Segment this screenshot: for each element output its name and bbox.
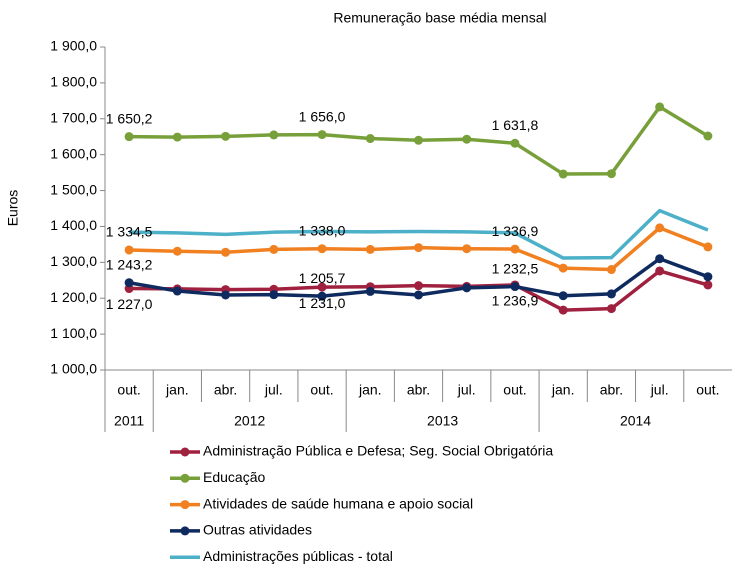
y-tick-label: 1 800,0 bbox=[50, 74, 97, 90]
series-marker bbox=[703, 272, 713, 282]
series-marker bbox=[414, 290, 423, 300]
series-marker bbox=[269, 290, 279, 300]
data-label: 1 243,2 bbox=[106, 256, 153, 272]
x-tick-label: out. bbox=[696, 382, 719, 398]
series-marker bbox=[510, 282, 520, 292]
series-marker bbox=[462, 244, 472, 254]
data-label: 1 338,0 bbox=[299, 222, 346, 238]
x-group-label: 2012 bbox=[234, 413, 265, 429]
x-tick-label: abr. bbox=[600, 382, 623, 398]
x-tick-label: abr. bbox=[214, 382, 237, 398]
x-tick-label: out. bbox=[117, 382, 140, 398]
series-marker bbox=[558, 263, 568, 273]
y-tick-label: 1 100,0 bbox=[50, 325, 97, 341]
series-marker bbox=[365, 244, 375, 254]
series-marker bbox=[703, 280, 713, 290]
series-marker bbox=[365, 286, 375, 296]
legend-marker bbox=[180, 473, 190, 483]
series-marker bbox=[606, 265, 616, 275]
x-tick-label: jan. bbox=[551, 382, 575, 398]
y-tick-label: 1 500,0 bbox=[50, 181, 97, 197]
data-label: 1 227,0 bbox=[106, 296, 153, 312]
x-group-label: 2013 bbox=[427, 413, 458, 429]
chart-title: Remuneração base média mensal bbox=[333, 10, 546, 26]
x-tick-label: jul. bbox=[650, 382, 669, 398]
x-tick-label: out. bbox=[503, 382, 526, 398]
y-tick-label: 1 200,0 bbox=[50, 289, 97, 305]
series-marker bbox=[269, 130, 279, 140]
data-label: 1 205,7 bbox=[299, 270, 346, 286]
x-tick-label: abr. bbox=[407, 382, 430, 398]
series-marker bbox=[124, 245, 134, 255]
y-tick-label: 1 600,0 bbox=[50, 145, 97, 161]
legend-marker bbox=[180, 500, 190, 510]
series-marker bbox=[703, 242, 713, 252]
series-marker bbox=[558, 291, 568, 301]
x-tick-label: jan. bbox=[165, 382, 189, 398]
series-marker bbox=[269, 244, 279, 254]
series-marker bbox=[703, 131, 713, 141]
series-marker bbox=[221, 131, 231, 141]
series-line bbox=[129, 208, 709, 260]
series-marker bbox=[365, 134, 375, 144]
legend-marker bbox=[180, 526, 190, 536]
series-marker bbox=[558, 305, 568, 315]
series-marker bbox=[655, 266, 665, 276]
series-marker bbox=[462, 283, 472, 293]
series-marker bbox=[655, 223, 665, 233]
y-tick-label: 1 000,0 bbox=[50, 361, 97, 377]
y-tick-label: 1 900,0 bbox=[50, 38, 97, 54]
legend-label: Administração Pública e Defesa; Seg. Soc… bbox=[203, 443, 553, 459]
series-marker bbox=[414, 281, 423, 291]
series-marker bbox=[655, 102, 665, 112]
legend-marker bbox=[180, 447, 190, 457]
series-marker bbox=[124, 278, 134, 288]
x-tick-label: jul. bbox=[457, 382, 476, 398]
series-marker bbox=[558, 169, 568, 179]
series-marker bbox=[510, 244, 520, 254]
series-marker bbox=[172, 246, 182, 256]
series-marker bbox=[172, 132, 182, 142]
data-label: 1 650,2 bbox=[106, 110, 153, 126]
data-label: 1 232,5 bbox=[492, 260, 539, 276]
series-marker bbox=[462, 134, 472, 144]
data-label: 1 656,0 bbox=[299, 108, 346, 124]
data-label: 1 336,9 bbox=[492, 223, 539, 239]
series-marker bbox=[655, 254, 665, 264]
series-marker bbox=[414, 135, 423, 145]
data-label: 1 334,5 bbox=[106, 224, 153, 240]
series-marker bbox=[317, 291, 327, 301]
series-marker bbox=[606, 169, 616, 179]
y-tick-label: 1 300,0 bbox=[50, 253, 97, 269]
legend-label: Atividades de saúde humana e apoio socia… bbox=[203, 495, 473, 511]
series-marker bbox=[414, 243, 423, 253]
data-label: 1 631,8 bbox=[492, 117, 539, 133]
x-tick-label: out. bbox=[310, 382, 333, 398]
data-label: 1 231,0 bbox=[299, 295, 346, 311]
legend-label: Outras atividades bbox=[203, 522, 312, 538]
series-marker bbox=[221, 290, 231, 300]
series-marker bbox=[172, 286, 182, 296]
series-marker bbox=[124, 132, 134, 142]
legend-label: Administrações públicas - total bbox=[203, 548, 393, 564]
x-tick-label: jul. bbox=[264, 382, 283, 398]
series-marker bbox=[317, 130, 327, 140]
series-marker bbox=[221, 247, 231, 257]
y-tick-label: 1 700,0 bbox=[50, 109, 97, 125]
y-axis-label: Euros bbox=[5, 190, 21, 227]
x-group-label: 2011 bbox=[114, 413, 144, 429]
y-tick-label: 1 400,0 bbox=[50, 217, 97, 233]
legend-label: Educação bbox=[203, 469, 265, 485]
x-group-label: 2014 bbox=[620, 413, 651, 429]
series-marker bbox=[317, 244, 327, 254]
series-marker bbox=[606, 289, 616, 299]
series-marker bbox=[317, 282, 327, 292]
data-label: 1 236,9 bbox=[492, 293, 539, 309]
series-marker bbox=[510, 138, 520, 148]
x-tick-label: jan. bbox=[358, 382, 382, 398]
series-marker bbox=[606, 304, 616, 314]
